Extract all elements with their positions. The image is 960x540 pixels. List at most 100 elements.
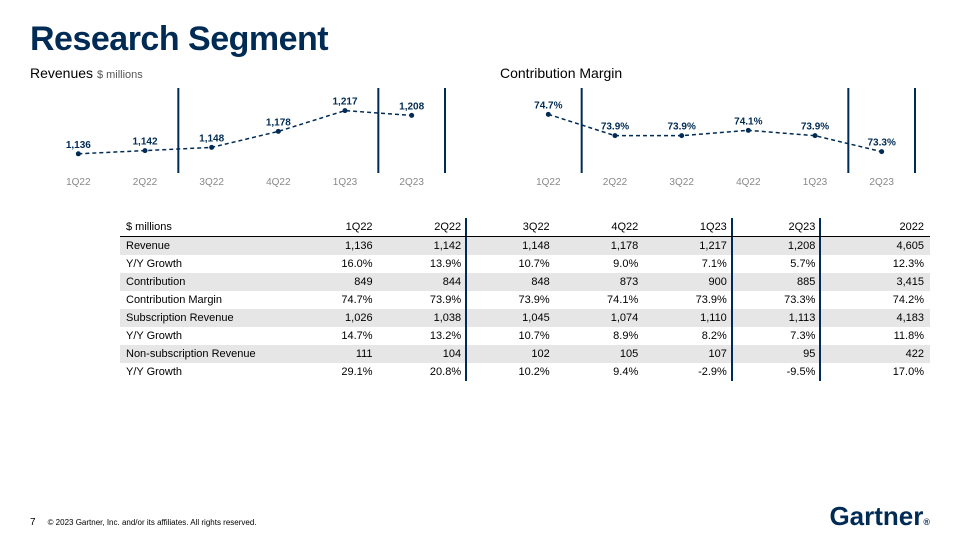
table-row: Non-subscription Revenue1111041021051079… <box>120 345 930 363</box>
row-label: Contribution <box>120 273 290 291</box>
svg-text:1Q23: 1Q23 <box>333 177 358 188</box>
table-cell: 844 <box>379 273 468 291</box>
table-col-1Q22: 1Q22 <box>290 218 379 237</box>
table-row: Y/Y Growth14.7%13.2%10.7%8.9%8.2%7.3%11.… <box>120 327 930 345</box>
svg-text:3Q22: 3Q22 <box>199 177 224 188</box>
table-cell: 4,183 <box>841 309 930 327</box>
svg-text:73.9%: 73.9% <box>801 122 829 133</box>
table-cell: 105 <box>556 345 645 363</box>
row-label: Y/Y Growth <box>120 255 290 273</box>
table-cell: 9.4% <box>556 363 645 381</box>
chart2-title: Contribution Margin <box>500 65 622 81</box>
table-cell: 848 <box>467 273 556 291</box>
table-cell: 74.7% <box>290 291 379 309</box>
chart1-title: Revenues <box>30 65 93 81</box>
svg-text:1,178: 1,178 <box>266 117 291 128</box>
table-cell: 885 <box>733 273 822 291</box>
margin-chart-title: Contribution Margin <box>500 65 930 81</box>
table-cell: 73.9% <box>467 291 556 309</box>
svg-text:1Q23: 1Q23 <box>803 177 828 188</box>
table-cell: 74.2% <box>841 291 930 309</box>
table-row: Contribution849844848873900885 3,415 <box>120 273 930 291</box>
table-cell: 1,113 <box>733 309 822 327</box>
row-label: Contribution Margin <box>120 291 290 309</box>
table-cell: 14.7% <box>290 327 379 345</box>
table-cell: 1,178 <box>556 237 645 256</box>
svg-text:2Q22: 2Q22 <box>133 177 158 188</box>
svg-text:2Q23: 2Q23 <box>869 177 894 188</box>
table-row: Subscription Revenue1,0261,0381,0451,074… <box>120 309 930 327</box>
table-row: Contribution Margin74.7%73.9%73.9%74.1%7… <box>120 291 930 309</box>
row-label: Revenue <box>120 237 290 256</box>
svg-text:2Q23: 2Q23 <box>399 177 424 188</box>
table-row: Revenue1,1361,1421,1481,1781,2171,2084,6… <box>120 237 930 256</box>
table-cell: 8.2% <box>644 327 733 345</box>
table-cell: 73.9% <box>379 291 468 309</box>
data-table: $ millions1Q222Q223Q224Q221Q232Q232022Re… <box>120 218 930 381</box>
data-table-wrap: $ millions1Q222Q223Q224Q221Q232Q232022Re… <box>120 218 930 381</box>
copyright: © 2023 Gartner, Inc. and/or its affiliat… <box>48 518 257 527</box>
svg-text:2Q22: 2Q22 <box>603 177 628 188</box>
revenue-chart-title: Revenues $ millions <box>30 65 460 81</box>
revenue-chart: 1,1361,1421,1481,1781,2171,2081Q222Q223Q… <box>30 83 460 193</box>
margin-chart-block: Contribution Margin 74.7%73.9%73.9%74.1%… <box>500 65 930 198</box>
table-cell: 95 <box>733 345 822 363</box>
table-cell: 900 <box>644 273 733 291</box>
svg-text:4Q22: 4Q22 <box>736 177 761 188</box>
chart1-subtitle: $ millions <box>97 69 143 81</box>
table-cell: 9.0% <box>556 255 645 273</box>
table-cell: -9.5% <box>733 363 822 381</box>
table-cell: 111 <box>290 345 379 363</box>
table-cell: 29.1% <box>290 363 379 381</box>
table-cell: 107 <box>644 345 733 363</box>
svg-text:1,136: 1,136 <box>66 140 91 151</box>
table-cell: 1,110 <box>644 309 733 327</box>
table-cell: 873 <box>556 273 645 291</box>
table-cell: 73.9% <box>644 291 733 309</box>
table-cell: 13.2% <box>379 327 468 345</box>
page-number: 7 <box>30 517 36 528</box>
svg-text:1,148: 1,148 <box>199 133 224 144</box>
margin-chart: 74.7%73.9%73.9%74.1%73.9%73.3%1Q222Q223Q… <box>500 83 930 193</box>
table-cell: 5.7% <box>733 255 822 273</box>
table-row: Y/Y Growth16.0%13.9%10.7%9.0%7.1%5.7%12.… <box>120 255 930 273</box>
svg-text:3Q22: 3Q22 <box>669 177 694 188</box>
row-label: Y/Y Growth <box>120 363 290 381</box>
table-col-4Q22: 4Q22 <box>556 218 645 237</box>
table-cell: 12.3% <box>841 255 930 273</box>
svg-text:1Q22: 1Q22 <box>536 177 561 188</box>
svg-text:4Q22: 4Q22 <box>266 177 291 188</box>
charts-row: Revenues $ millions 1,136 1,142 1,148 1,178… <box>30 65 930 198</box>
table-cell: 1,038 <box>379 309 468 327</box>
revenue-chart-block: Revenues $ millions 1,136 1,142 1,148 1,178… <box>30 65 460 198</box>
table-cell: 104 <box>379 345 468 363</box>
svg-text:73.9%: 73.9% <box>667 122 695 133</box>
footer: 7 © 2023 Gartner, Inc. and/or its affili… <box>30 517 257 528</box>
svg-text:73.9%: 73.9% <box>601 122 629 133</box>
svg-text:1Q22: 1Q22 <box>66 177 91 188</box>
table-cell: 1,074 <box>556 309 645 327</box>
slide: Research Segment Revenues $ millions 1,1… <box>0 0 960 540</box>
svg-text:74.7%: 74.7% <box>534 100 562 111</box>
table-cell: 849 <box>290 273 379 291</box>
row-label: Subscription Revenue <box>120 309 290 327</box>
brand-logo: Gartner® <box>829 501 930 532</box>
table-col-1Q23: 1Q23 <box>644 218 733 237</box>
table-cell: 1,045 <box>467 309 556 327</box>
table-col-2Q23: 2Q23 <box>733 218 822 237</box>
table-col-2Q22: 2Q22 <box>379 218 468 237</box>
table-cell: 16.0% <box>290 255 379 273</box>
table-cell: 102 <box>467 345 556 363</box>
table-cell: 10.7% <box>467 255 556 273</box>
table-col-2022: 2022 <box>841 218 930 237</box>
table-cell: 7.1% <box>644 255 733 273</box>
table-cell: 3,415 <box>841 273 930 291</box>
svg-text:1,142: 1,142 <box>132 137 157 148</box>
svg-text:73.3%: 73.3% <box>867 138 895 149</box>
row-label: Y/Y Growth <box>120 327 290 345</box>
table-cell: 10.2% <box>467 363 556 381</box>
table-row: Y/Y Growth29.1%20.8%10.2%9.4%-2.9%-9.5%1… <box>120 363 930 381</box>
table-cell: 17.0% <box>841 363 930 381</box>
table-cell: 1,142 <box>379 237 468 256</box>
table-cell: -2.9% <box>644 363 733 381</box>
